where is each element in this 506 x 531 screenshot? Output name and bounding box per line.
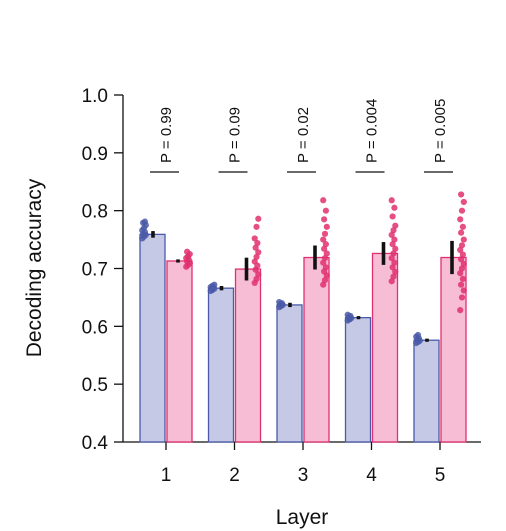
data-point-pink (253, 223, 260, 230)
y-tick-label: 0.4 (82, 433, 109, 454)
bar-blue (344, 317, 372, 443)
data-point-pink (392, 245, 399, 252)
data-point-pink (321, 216, 328, 223)
x-tick-label: 5 (435, 465, 446, 486)
data-point-pink (392, 222, 399, 229)
data-point-blue (276, 298, 283, 306)
data-point-pink (251, 235, 258, 242)
bar-blue (139, 233, 166, 443)
data-point-pink (457, 307, 464, 314)
data-point-pink (388, 197, 395, 204)
data-point-pink (458, 191, 465, 198)
y-tick-label: 0.9 (82, 144, 108, 165)
data-point-pink (391, 236, 398, 243)
bar-blue (276, 304, 303, 443)
p-value-label: P = 0.004 (364, 99, 381, 163)
data-point-pink (254, 239, 261, 247)
x-axis: 1 2 3 4 5 (123, 441, 481, 486)
data-point-pink (458, 207, 466, 214)
data-point-pink (391, 204, 398, 211)
x-tick-label: 2 (229, 465, 240, 486)
data-point-pink (460, 287, 467, 294)
data-points (139, 191, 467, 347)
bar-blue (207, 287, 235, 443)
p-value-label: P = 0.99 (158, 107, 175, 163)
data-point-pink (392, 268, 399, 276)
data-point-blue (211, 281, 218, 288)
y-tick-label: 1.0 (82, 86, 108, 107)
y-tick-label: 0.5 (82, 375, 108, 396)
data-point-pink (459, 251, 466, 258)
data-point-pink (460, 236, 467, 243)
y-axis: 0.4 0.5 0.6 0.7 0.8 0.9 1.0 (82, 86, 124, 454)
y-axis-title: Decoding accuracy (23, 178, 46, 357)
data-point-pink (458, 294, 466, 301)
data-point-pink (460, 198, 467, 206)
bar-pink (371, 252, 399, 443)
data-point-pink (389, 213, 396, 220)
bar-pink (303, 256, 330, 443)
bar-pink (234, 268, 262, 443)
bar-pink (440, 256, 467, 443)
data-point-pink (320, 236, 327, 243)
data-point-pink (460, 260, 467, 267)
bar-blue (413, 339, 440, 443)
x-tick-label: 3 (298, 465, 309, 486)
y-tick-label: 0.8 (82, 202, 108, 223)
data-point-pink (322, 241, 329, 248)
data-point-blue (141, 218, 148, 225)
data-point-pink (255, 215, 262, 222)
data-point-pink (458, 229, 465, 236)
y-tick-label: 0.7 (82, 260, 108, 281)
data-point-pink (323, 223, 330, 230)
x-axis-title: Layer (276, 506, 329, 529)
p-value-label: P = 0.02 (295, 107, 312, 163)
data-point-pink (323, 250, 330, 257)
data-point-pink (322, 264, 329, 271)
data-point-pink (184, 248, 191, 255)
p-value-annotations: P = 0.99 P = 0.09 P = 0.02 P = 0.004 P = 0.0… (150, 99, 453, 173)
bar-pink (166, 260, 193, 443)
data-point-pink (458, 281, 465, 288)
data-point-pink (459, 275, 466, 283)
data-point-blue (344, 311, 351, 318)
error-bars (151, 231, 454, 342)
data-point-pink (255, 249, 262, 256)
data-point-pink (321, 230, 329, 237)
bars (139, 233, 467, 443)
data-point-pink (459, 223, 466, 230)
p-value-label: P = 0.005 (432, 99, 449, 163)
data-point-pink (322, 207, 329, 214)
x-tick-label: 1 (161, 465, 172, 486)
data-point-pink (255, 271, 262, 278)
p-value-label: P = 0.09 (227, 107, 244, 163)
x-tick-label: 4 (366, 465, 377, 486)
data-point-pink (457, 216, 464, 223)
y-tick-label: 0.6 (82, 317, 108, 338)
data-point-pink (391, 259, 398, 266)
data-point-blue (414, 331, 422, 339)
data-point-pink (458, 242, 466, 249)
data-point-pink (320, 197, 327, 204)
